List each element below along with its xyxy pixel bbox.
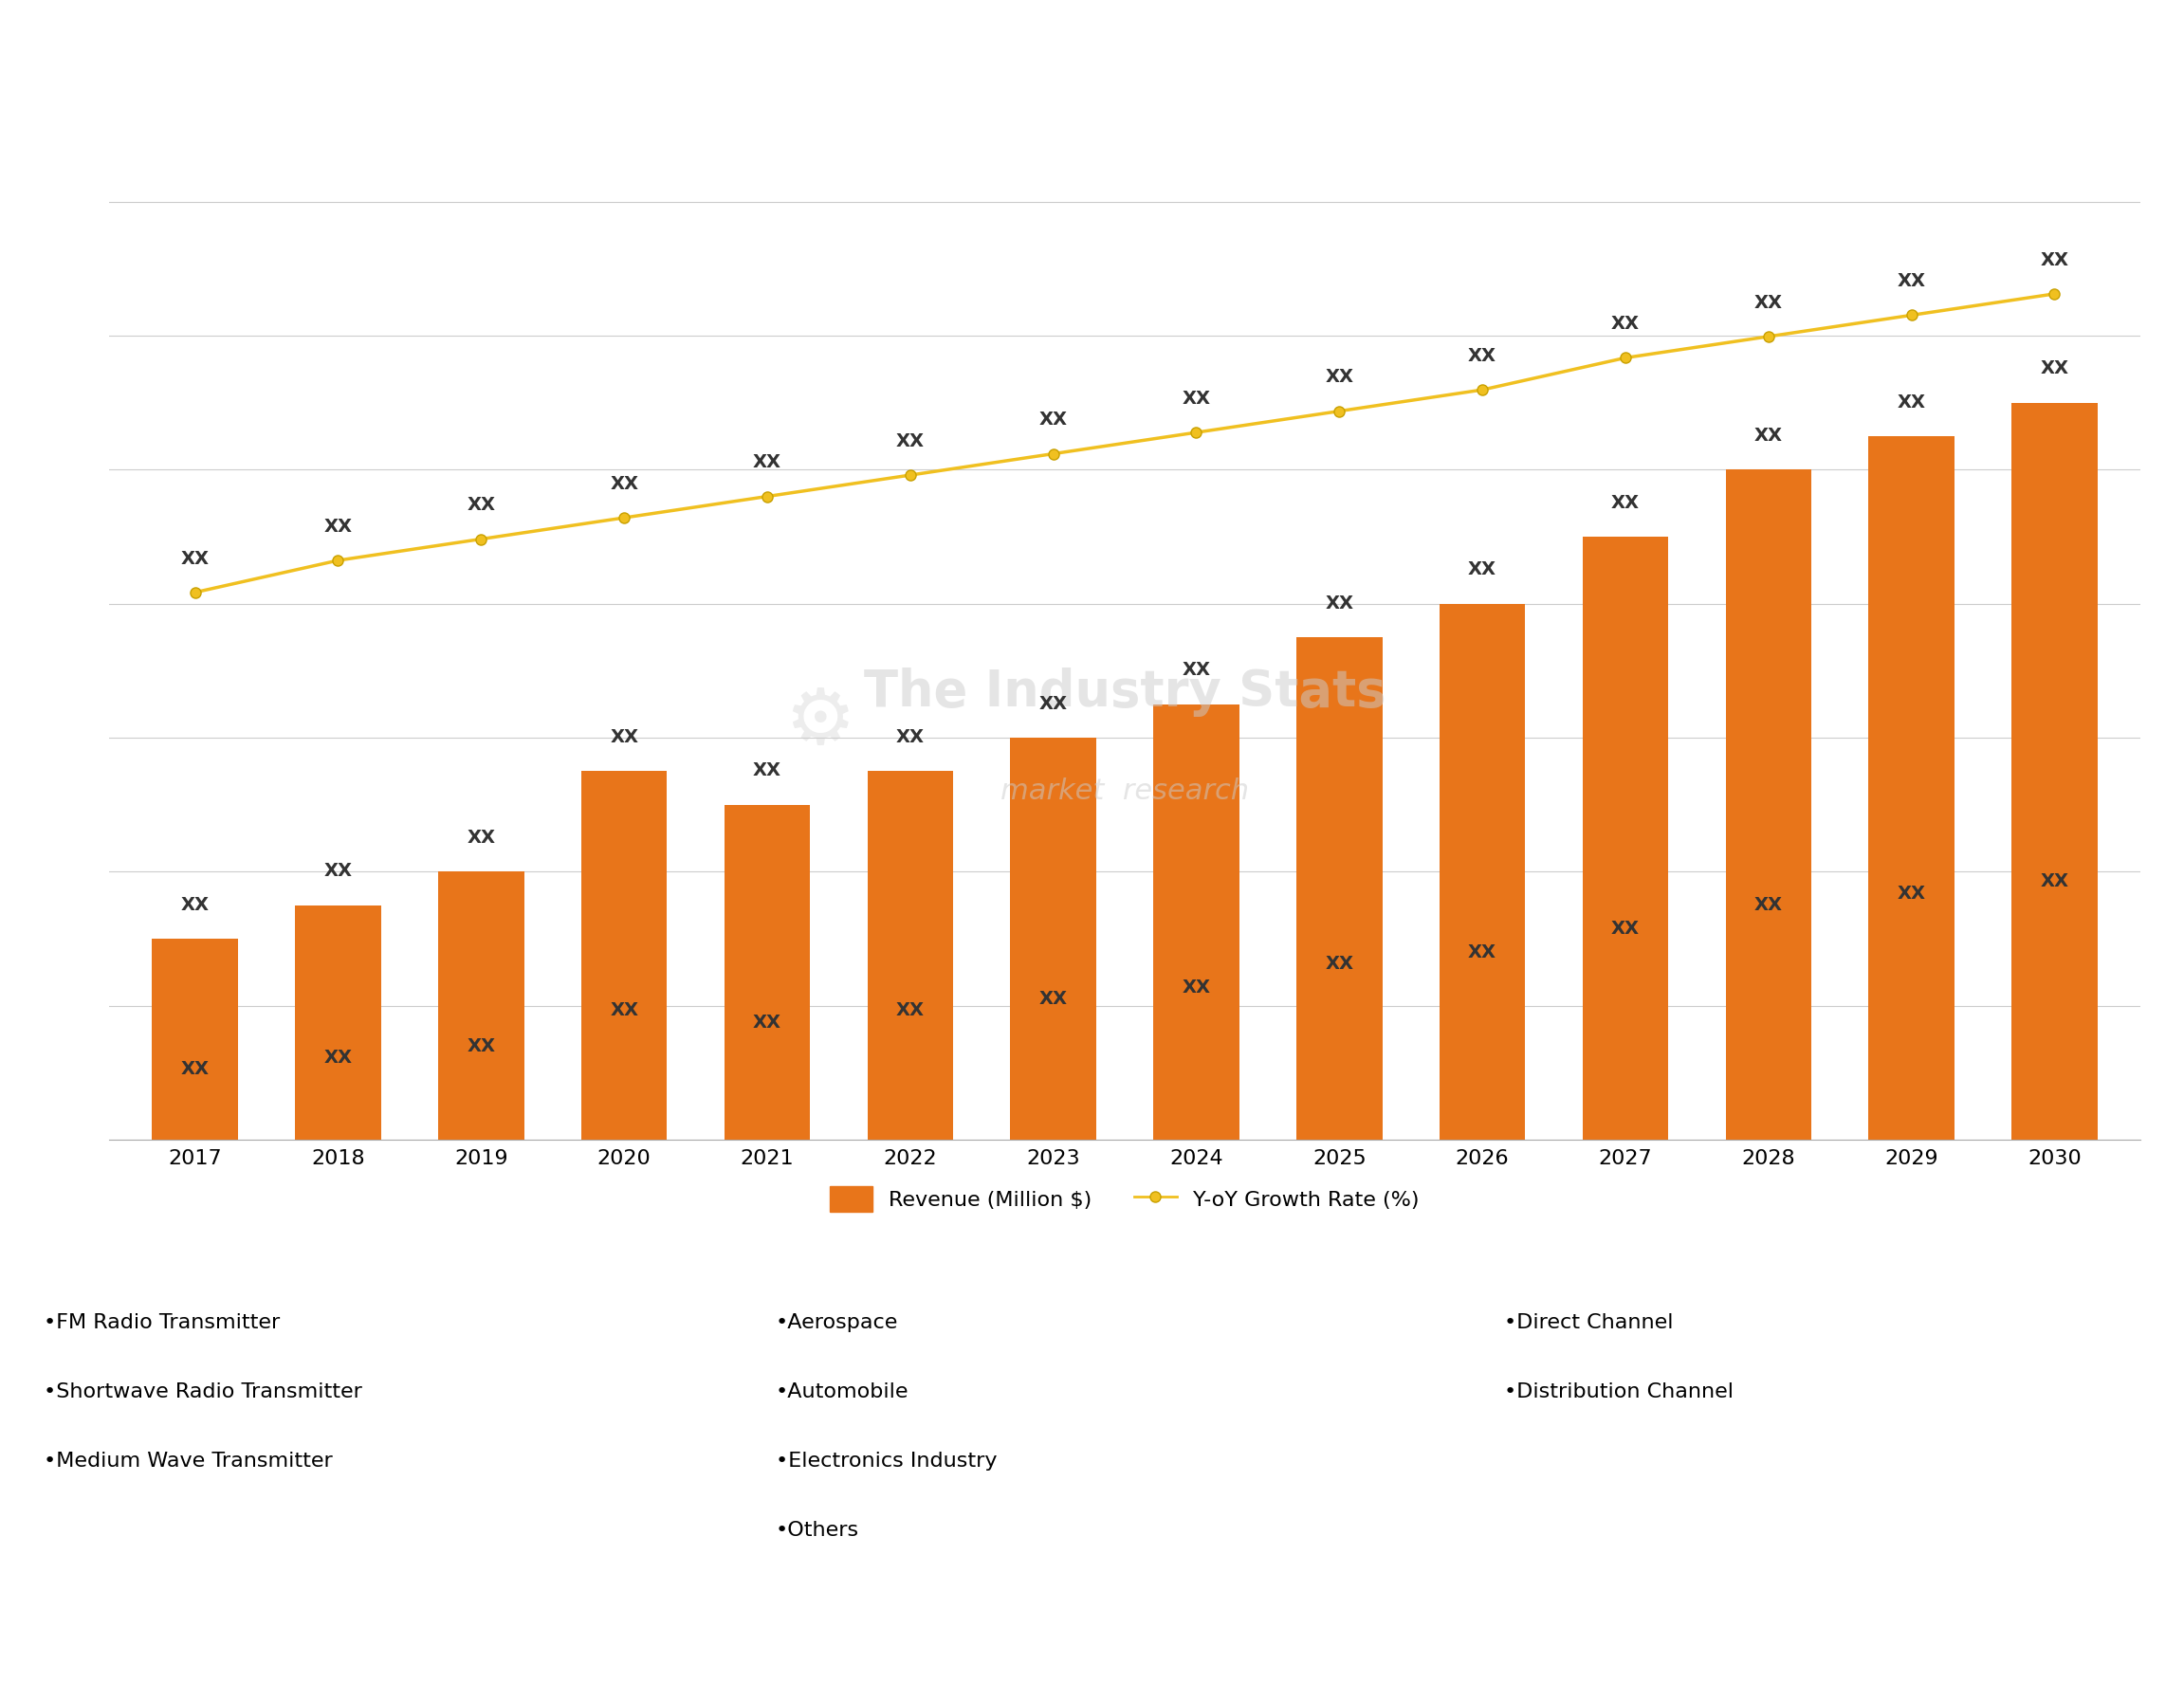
Bar bbox=[1297, 638, 1382, 1140]
Text: ⚙: ⚙ bbox=[784, 684, 856, 760]
Bar bbox=[295, 905, 380, 1140]
Bar bbox=[725, 805, 810, 1140]
Text: XX: XX bbox=[1612, 920, 1640, 937]
Text: XX: XX bbox=[323, 862, 352, 879]
Text: XX: XX bbox=[467, 1038, 496, 1055]
Bar bbox=[153, 939, 238, 1140]
Text: XX: XX bbox=[1898, 393, 1926, 412]
Text: Email: sales@theindustrystats.com: Email: sales@theindustrystats.com bbox=[830, 1640, 1195, 1657]
Text: Sales Channels: Sales Channels bbox=[1721, 1232, 1924, 1255]
Text: XX: XX bbox=[2040, 359, 2068, 378]
Text: XX: XX bbox=[1182, 662, 1210, 679]
Text: •Automobile: •Automobile bbox=[775, 1383, 909, 1402]
Text: XX: XX bbox=[1898, 885, 1926, 903]
Text: XX: XX bbox=[1468, 561, 1496, 578]
Text: XX: XX bbox=[1612, 493, 1640, 512]
Text: Product Types: Product Types bbox=[266, 1232, 456, 1255]
Text: XX: XX bbox=[1754, 896, 1782, 913]
Bar bbox=[1870, 435, 1955, 1140]
Text: XX: XX bbox=[2040, 873, 2068, 891]
Text: •Distribution Channel: •Distribution Channel bbox=[1505, 1383, 1734, 1402]
Bar bbox=[1011, 738, 1096, 1140]
Text: Application: Application bbox=[1016, 1232, 1168, 1255]
Text: XX: XX bbox=[1040, 694, 1068, 713]
Bar bbox=[439, 871, 524, 1140]
Text: XX: XX bbox=[181, 549, 210, 568]
Text: •FM Radio Transmitter: •FM Radio Transmitter bbox=[44, 1313, 280, 1332]
Text: XX: XX bbox=[895, 432, 924, 451]
Bar bbox=[581, 771, 666, 1140]
Text: XX: XX bbox=[609, 1002, 638, 1019]
Text: XX: XX bbox=[1040, 990, 1068, 1009]
Text: XX: XX bbox=[895, 1002, 924, 1019]
Text: Website: www.theindustrystats.com: Website: www.theindustrystats.com bbox=[1572, 1640, 1950, 1657]
Text: Fig. Global Radio Transmitter Market Status and Outlook: Fig. Global Radio Transmitter Market Sta… bbox=[26, 48, 952, 75]
Text: XX: XX bbox=[753, 1014, 782, 1031]
Text: XX: XX bbox=[2040, 252, 2068, 269]
Text: XX: XX bbox=[1468, 347, 1496, 366]
Text: XX: XX bbox=[1612, 315, 1640, 333]
Text: XX: XX bbox=[609, 728, 638, 747]
Text: XX: XX bbox=[895, 728, 924, 747]
Text: XX: XX bbox=[181, 1060, 210, 1078]
Text: XX: XX bbox=[1326, 367, 1354, 386]
Text: XX: XX bbox=[1182, 978, 1210, 997]
Text: XX: XX bbox=[467, 828, 496, 847]
Text: •Electronics Industry: •Electronics Industry bbox=[775, 1453, 996, 1471]
Bar bbox=[1583, 536, 1669, 1140]
Text: XX: XX bbox=[1182, 390, 1210, 408]
Text: •Direct Channel: •Direct Channel bbox=[1505, 1313, 1673, 1332]
Text: XX: XX bbox=[1326, 954, 1354, 973]
Text: The Industry Stats: The Industry Stats bbox=[863, 667, 1387, 716]
Text: XX: XX bbox=[181, 896, 210, 913]
Text: •Medium Wave Transmitter: •Medium Wave Transmitter bbox=[44, 1453, 332, 1471]
Text: XX: XX bbox=[323, 517, 352, 536]
Text: XX: XX bbox=[609, 475, 638, 493]
Text: •Aerospace: •Aerospace bbox=[775, 1313, 898, 1332]
Bar bbox=[1439, 604, 1524, 1140]
Text: XX: XX bbox=[1754, 427, 1782, 444]
Text: XX: XX bbox=[323, 1048, 352, 1067]
Bar bbox=[1153, 704, 1238, 1140]
Text: Source: Theindustrystats Analysis: Source: Theindustrystats Analysis bbox=[22, 1640, 378, 1657]
Text: •Others: •Others bbox=[775, 1521, 858, 1539]
Text: XX: XX bbox=[753, 762, 782, 779]
Text: XX: XX bbox=[1326, 594, 1354, 612]
Text: market  research: market research bbox=[1000, 777, 1249, 805]
Text: •Shortwave Radio Transmitter: •Shortwave Radio Transmitter bbox=[44, 1383, 363, 1402]
Legend: Revenue (Million $), Y-oY Growth Rate (%): Revenue (Million $), Y-oY Growth Rate (%… bbox=[821, 1177, 1428, 1221]
Text: XX: XX bbox=[467, 497, 496, 514]
Text: XX: XX bbox=[1754, 294, 1782, 311]
Bar bbox=[2011, 403, 2097, 1140]
Text: XX: XX bbox=[1898, 272, 1926, 291]
Bar bbox=[1725, 469, 1811, 1140]
Text: XX: XX bbox=[753, 454, 782, 471]
Text: XX: XX bbox=[1468, 942, 1496, 961]
Text: XX: XX bbox=[1040, 412, 1068, 429]
Bar bbox=[867, 771, 952, 1140]
